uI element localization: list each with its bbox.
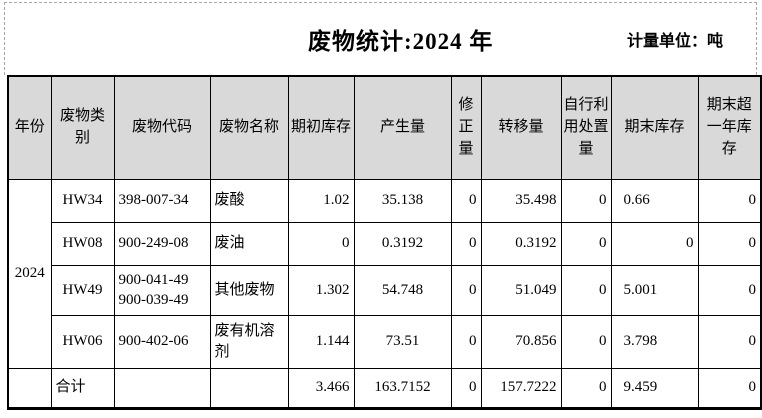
total-cell: 0 <box>450 367 482 409</box>
table-cell: 35.138 <box>353 178 452 223</box>
column-header: 废物代码 <box>113 75 211 180</box>
column-header: 产生量 <box>353 75 452 180</box>
print-area-dashed-border <box>4 2 757 75</box>
table-cell: 0 <box>287 221 355 266</box>
table-cell: 1.02 <box>287 178 355 223</box>
table-cell: 5.001 <box>610 264 699 316</box>
table-cell: 废油 <box>209 221 289 266</box>
table-cell: 废酸 <box>209 178 289 223</box>
table-cell: 1.302 <box>287 264 355 316</box>
table-cell: 1.144 <box>287 314 355 369</box>
table-row: HW49 900-041-49 900-039-49 其他废物 1.302 54.748… <box>8 264 762 316</box>
table-cell: 0 <box>560 264 612 316</box>
table-cell: 900-402-06 <box>113 314 211 369</box>
table-cell: 70.856 <box>480 314 562 369</box>
total-cell: 9.459 <box>610 367 699 409</box>
waste-statistics-table: 年份 废物类别 废物代码 废物名称 期初库存 产生量 修正量 转移量 自行利用处置量 期末库存 期末… <box>7 75 762 410</box>
table-cell: 900-041-49 900-039-49 <box>113 264 211 316</box>
year-cell-empty <box>7 367 52 409</box>
column-header: 转移量 <box>480 75 562 180</box>
total-cell: 0 <box>560 367 612 409</box>
table-cell: 51.049 <box>480 264 562 316</box>
column-header: 修正量 <box>450 75 482 180</box>
table-cell: 0 <box>560 221 612 266</box>
table-cell: 0 <box>450 314 482 369</box>
table-row: HW06 900-402-06 废有机溶剂 1.144 73.51 0 70.856 0 3.7… <box>8 314 762 369</box>
table-cell: HW34 <box>50 178 115 223</box>
table-cell: 3.798 <box>610 314 699 369</box>
table-cell: 0 <box>610 221 699 266</box>
table-cell: 73.51 <box>353 314 452 369</box>
column-header: 年份 <box>7 75 52 180</box>
table-cell: 0 <box>697 264 762 316</box>
table-cell: 900-249-08 <box>113 221 211 266</box>
table-cell: 0 <box>560 314 612 369</box>
table-cell: 废有机溶剂 <box>209 314 289 369</box>
table-cell: 0 <box>450 264 482 316</box>
total-cell: 3.466 <box>287 367 355 409</box>
total-row: 合计 3.466 163.7152 0 157.7222 0 9.459 0 <box>7 367 762 409</box>
total-cell <box>209 367 289 409</box>
total-label-cell: 合计 <box>50 367 115 409</box>
total-cell: 0 <box>697 367 762 409</box>
year-cell: 2024 <box>7 178 52 369</box>
column-header: 期初库存 <box>287 75 355 180</box>
table-cell: 其他废物 <box>209 264 289 316</box>
table-cell: 0 <box>450 221 482 266</box>
table-cell: 0.66 <box>610 178 699 223</box>
table-cell: 0 <box>697 178 762 223</box>
column-header: 废物名称 <box>209 75 289 180</box>
column-header: 自行利用处置量 <box>560 75 612 180</box>
table-cell: 0 <box>560 178 612 223</box>
column-header: 期末库存 <box>610 75 699 180</box>
table-cell: 54.748 <box>353 264 452 316</box>
table-cell: 0.3192 <box>353 221 452 266</box>
total-cell: 163.7152 <box>353 367 452 409</box>
table-cell: 0.3192 <box>480 221 562 266</box>
unit-label: 计量单位：吨 <box>627 33 724 50</box>
table-cell: HW49 <box>50 264 115 316</box>
report-title: 废物统计:2024 年 <box>308 29 494 54</box>
table-cell: 0 <box>697 314 762 369</box>
table-cell: 0 <box>697 221 762 266</box>
table-row: 2024 HW34 398-007-34 废酸 1.02 35.138 0 35.498 0 0.… <box>7 178 762 369</box>
table-cell: HW08 <box>50 221 115 266</box>
table-cell: 0 <box>450 178 482 223</box>
column-header: 期末超一年库存 <box>697 75 762 180</box>
table-header-row: 年份 废物类别 废物代码 废物名称 期初库存 产生量 修正量 转移量 自行利用处置量 期末库存 期末… <box>7 75 762 180</box>
table-cell: 35.498 <box>480 178 562 223</box>
table-cell: HW06 <box>50 314 115 369</box>
total-cell: 157.7222 <box>480 367 562 409</box>
column-header: 废物类别 <box>50 75 115 180</box>
table-cell: 398-007-34 <box>113 178 211 223</box>
total-cell <box>113 367 211 409</box>
table-row: HW08 900-249-08 废油 0 0.3192 0 0.3192 0 0 0 <box>8 221 762 266</box>
